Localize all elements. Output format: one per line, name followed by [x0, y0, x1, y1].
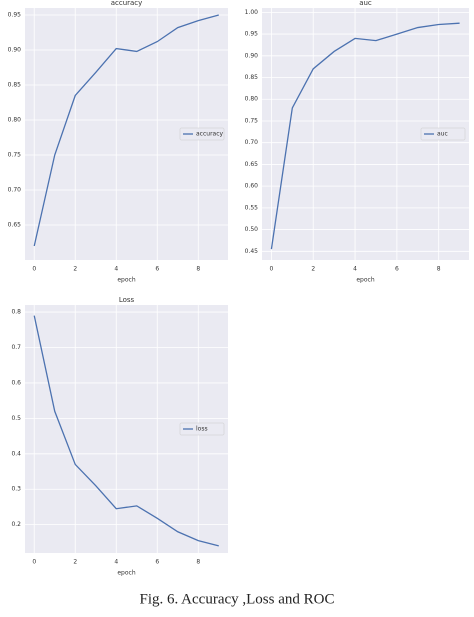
- y-tick-label: 0.80: [8, 117, 22, 124]
- x-axis-label: epoch: [356, 277, 374, 284]
- y-tick-label: 0.3: [11, 486, 21, 493]
- line: [33, 14, 219, 247]
- x-tick-label: 0: [32, 266, 36, 273]
- chart-title: Loss: [119, 296, 135, 304]
- y-tick-label: 0.90: [8, 47, 22, 54]
- x-tick-label: 0: [32, 559, 36, 566]
- x-axis-label: epoch: [117, 277, 135, 284]
- chart-title: auc: [359, 0, 372, 7]
- x-axis-label: epoch: [117, 570, 135, 577]
- x-tick-label: 2: [73, 266, 77, 273]
- x-tick-label: 4: [353, 266, 357, 273]
- legend-box: [179, 422, 225, 436]
- x-tick-label: 6: [155, 559, 159, 566]
- line: [33, 315, 219, 547]
- y-tick-label: 0.85: [8, 82, 22, 89]
- y-tick-label: 1.00: [245, 9, 259, 16]
- y-tick-label: 0.6: [11, 379, 21, 386]
- y-tick-label: 0.90: [245, 52, 259, 59]
- y-tick-label: 0.95: [8, 12, 22, 19]
- y-tick-label: 0.65: [8, 222, 22, 229]
- y-tick-label: 0.60: [245, 183, 259, 190]
- x-tick-label: 2: [311, 266, 315, 273]
- y-tick-label: 0.95: [245, 31, 259, 38]
- line: [270, 22, 460, 250]
- y-tick-label: 0.80: [245, 96, 259, 103]
- y-tick-label: 0.65: [245, 161, 259, 168]
- y-tick-label: 0.50: [245, 226, 259, 233]
- chart-title: accuracy: [111, 0, 143, 7]
- y-tick-label: 0.2: [11, 521, 21, 528]
- y-tick-label: 0.7: [11, 344, 21, 351]
- y-tick-label: 0.55: [245, 204, 259, 211]
- legend-label: auc: [437, 131, 448, 138]
- x-tick-label: 4: [114, 559, 118, 566]
- x-tick-label: 2: [73, 559, 77, 566]
- legend-box: [179, 127, 225, 141]
- x-tick-label: 8: [437, 266, 441, 273]
- y-tick-label: 0.75: [245, 117, 259, 124]
- y-tick-label: 0.85: [245, 74, 259, 81]
- y-tick-label: 0.75: [8, 152, 22, 159]
- legend-label: accuracy: [196, 131, 224, 138]
- y-tick-label: 0.5: [11, 415, 21, 422]
- caption: Fig. 6. Accuracy ,Loss and ROC: [140, 591, 335, 607]
- x-tick-label: 4: [114, 266, 118, 273]
- legend-box: [420, 127, 466, 141]
- x-tick-label: 6: [395, 266, 399, 273]
- y-tick-label: 0.70: [245, 139, 259, 146]
- x-tick-label: 6: [155, 266, 159, 273]
- x-tick-label: 0: [269, 266, 273, 273]
- x-tick-label: 8: [196, 266, 200, 273]
- y-tick-label: 0.8: [11, 309, 21, 316]
- y-tick-label: 0.70: [8, 187, 22, 194]
- x-tick-label: 8: [196, 559, 200, 566]
- y-tick-label: 0.4: [11, 450, 21, 457]
- legend-label: loss: [196, 426, 208, 433]
- y-tick-label: 0.45: [245, 248, 259, 255]
